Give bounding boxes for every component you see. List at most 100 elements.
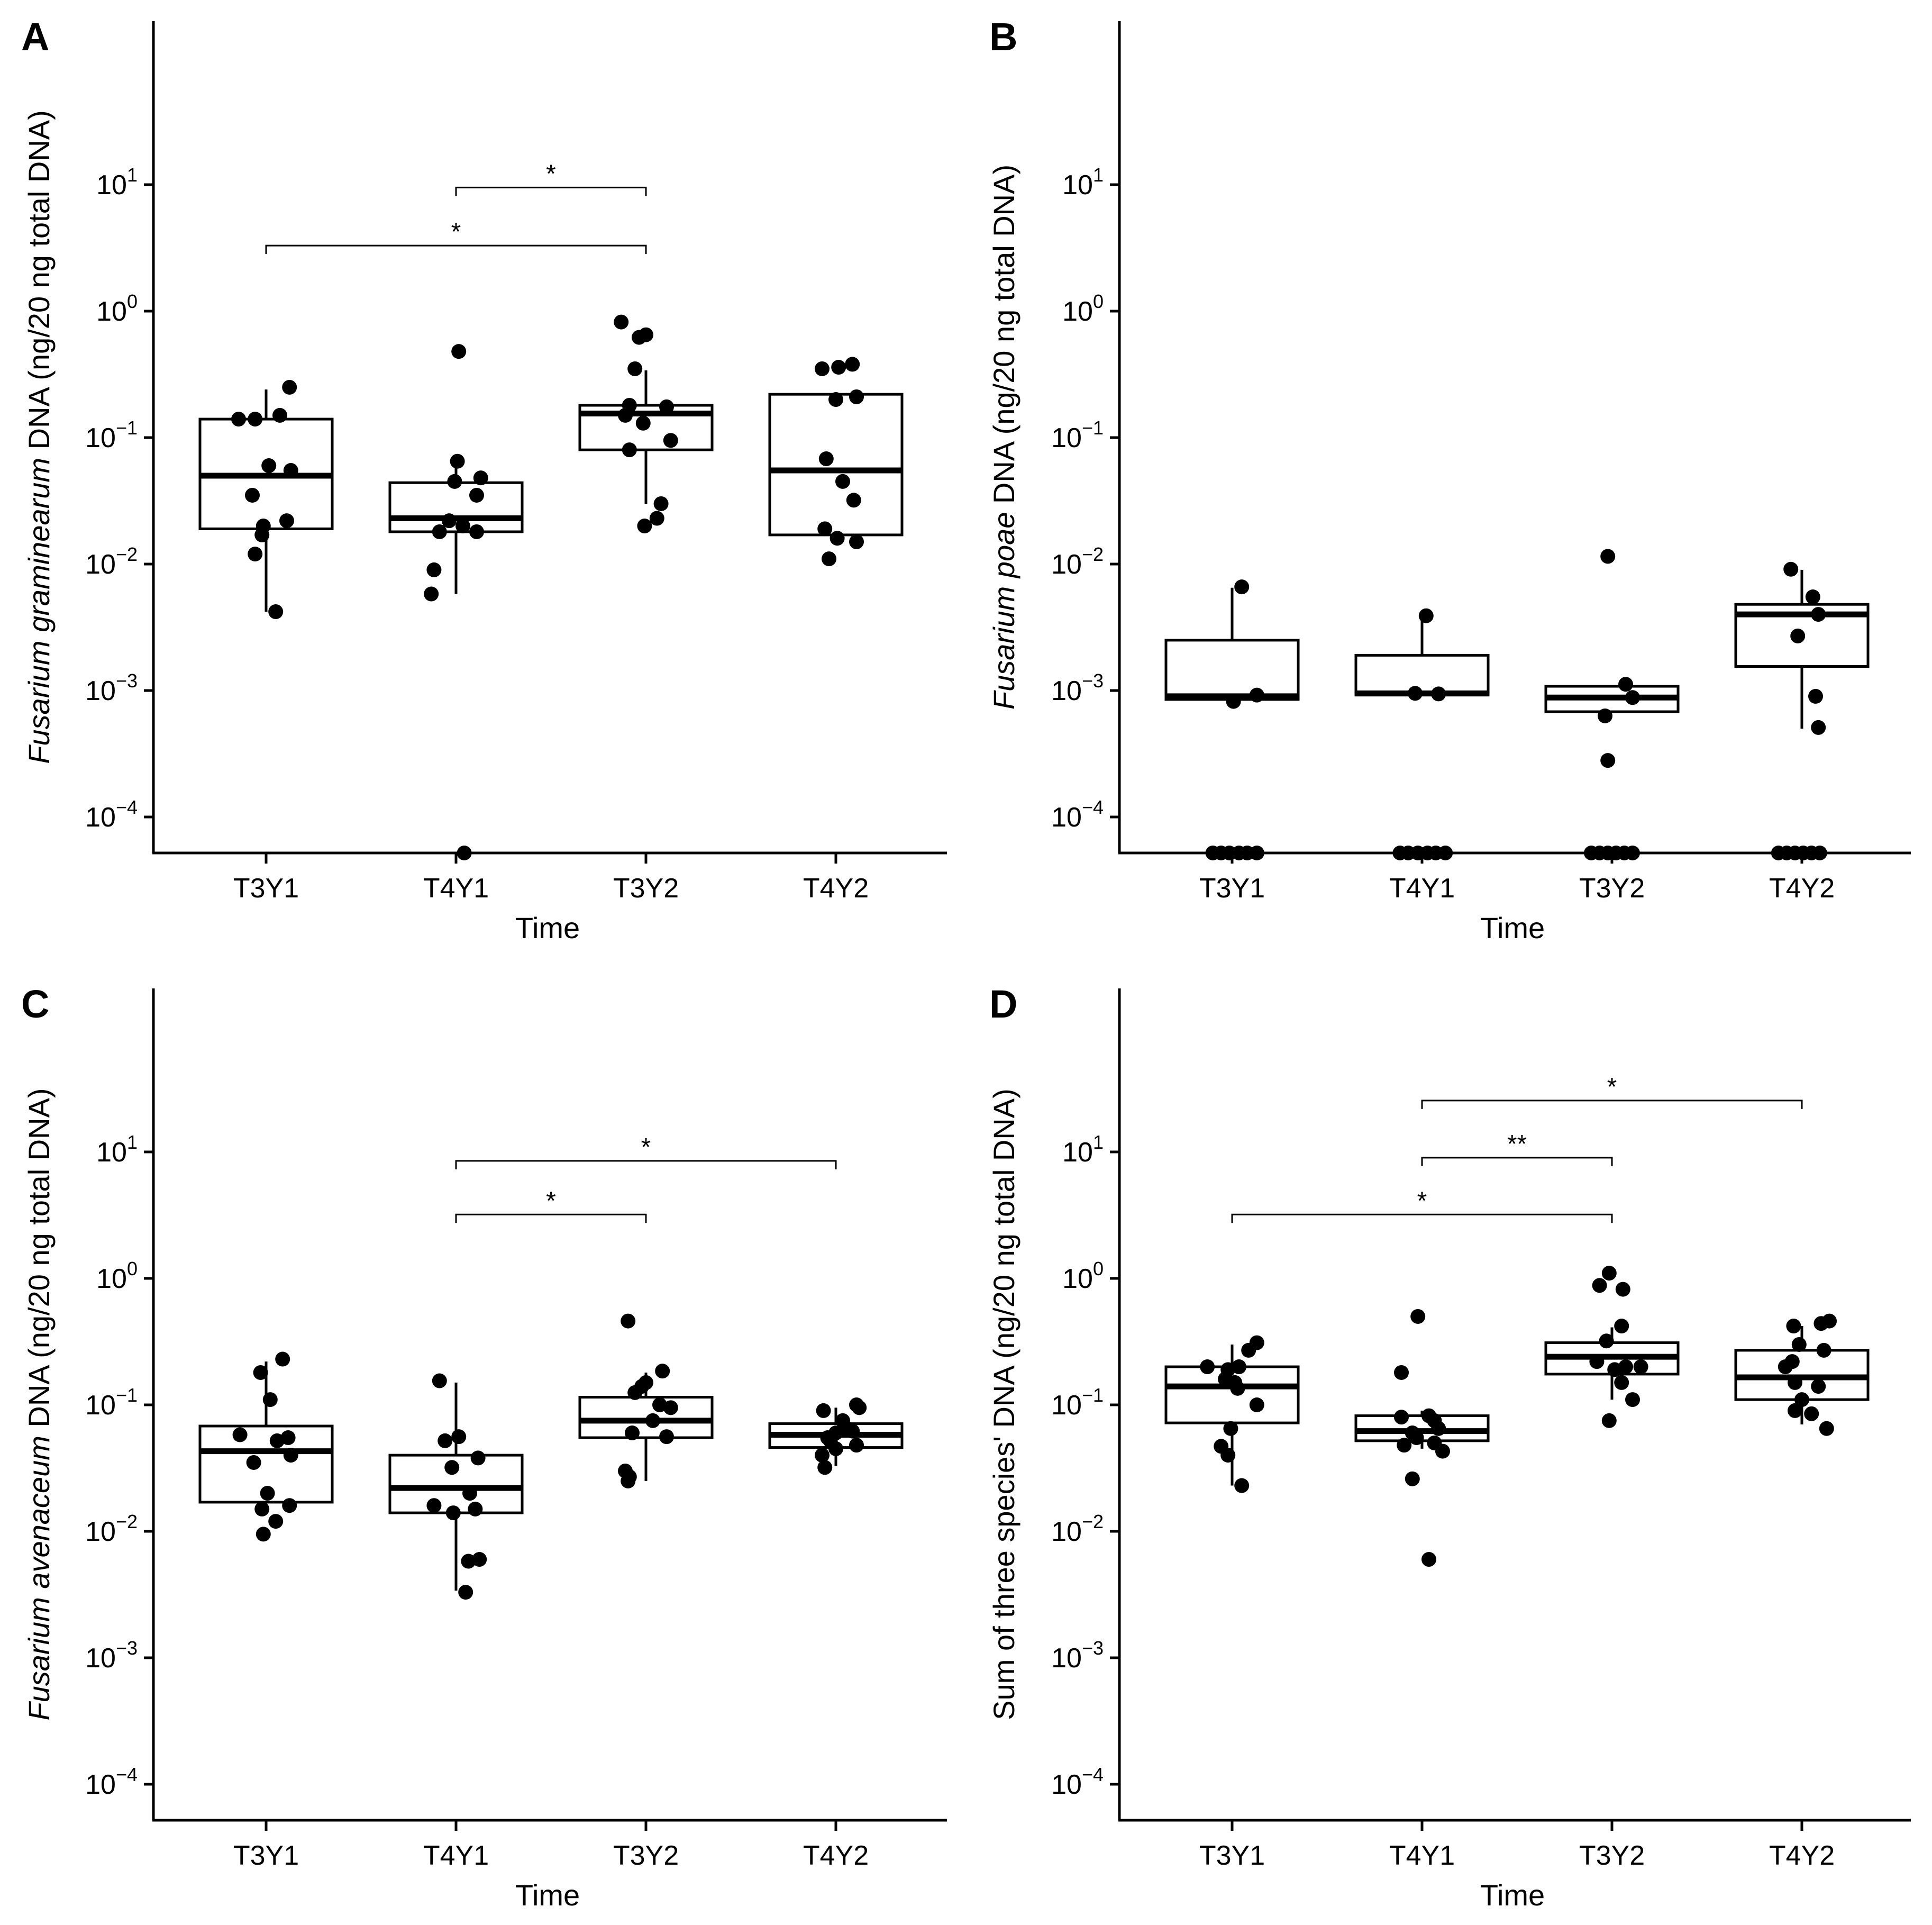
panel-a-point	[649, 511, 664, 526]
panel-d-point	[1804, 1406, 1819, 1421]
panel-a-point	[818, 451, 834, 467]
panel-d-point	[1791, 1337, 1807, 1352]
panel-c-point	[269, 1433, 285, 1448]
panel-d-y-tick-label: 100	[1062, 1258, 1104, 1294]
panel-b-point	[1790, 628, 1806, 643]
panel-a-point	[473, 470, 488, 486]
panel-c-point	[268, 1514, 284, 1529]
panel-d-x-tick-label-t4y2: T4Y2	[1769, 1840, 1835, 1871]
panel-d-point	[1786, 1319, 1801, 1334]
panel-b-point	[1618, 677, 1633, 692]
panel-c-point	[444, 1460, 460, 1475]
panel-d-point	[1813, 1316, 1829, 1331]
panel-d-significance-label: *	[1417, 1187, 1427, 1215]
panel-b-box-t4y1	[1354, 653, 1490, 697]
panel-c-point	[462, 1486, 477, 1501]
panel-b-point	[1438, 846, 1453, 860]
panel-a-box-t3y2	[578, 404, 714, 451]
panel-d-y-axis-title: Sum of three species' DNA (ng/20 ng tota…	[987, 1088, 1020, 1720]
panel-a-point	[282, 379, 297, 395]
panel-c-letter: C	[21, 982, 49, 1026]
panel-d-point	[1431, 1421, 1446, 1436]
panel-d-point	[1816, 1342, 1831, 1358]
panel-a-point	[455, 519, 470, 534]
panel-a-significance-bracket	[265, 244, 647, 255]
panel-a-point	[828, 392, 843, 407]
panel-b-y-tick-label: 10−2	[1051, 543, 1104, 580]
panel-b-point	[1234, 579, 1250, 595]
panel-a-point	[639, 327, 653, 342]
panel-a-point	[663, 433, 678, 448]
panel-a-point	[261, 458, 277, 474]
panel-b-point	[1811, 607, 1826, 622]
panel-c-point	[828, 1441, 843, 1456]
panel-a-x-tick-label-t4y2: T4Y2	[803, 873, 869, 904]
panel-c-point	[256, 1527, 271, 1542]
panel-d-point	[1614, 1319, 1629, 1334]
panel-b-point	[1805, 589, 1820, 605]
panel-b-y-tick-label: 10−4	[1051, 796, 1104, 833]
panel-c-point	[849, 1438, 864, 1453]
panel-a-point	[245, 487, 260, 503]
panel-a-point	[815, 361, 830, 376]
panel-d-point	[1435, 1443, 1450, 1459]
panel-d-significance-bracket	[1421, 1157, 1613, 1166]
panel-a-letter: A	[21, 15, 49, 59]
panel-d-x-tick-label-t3y2: T3Y2	[1579, 1840, 1645, 1871]
panel-c-point	[621, 1473, 636, 1488]
panel-d-x-axis-title: Time	[1480, 1878, 1545, 1912]
panel-b-y-tick-label: 100	[1062, 290, 1104, 327]
panel-a-point	[830, 531, 845, 546]
panel-c-x-tick-label-t3y2: T3Y2	[613, 1840, 679, 1871]
panel-a-point	[451, 344, 467, 359]
panel-b-box-t3y1	[1164, 639, 1300, 701]
panel-a-point	[614, 314, 629, 330]
panel-a-point	[424, 586, 439, 602]
panel-a-significance-bracket	[455, 186, 647, 196]
panel-d-point	[1405, 1471, 1420, 1486]
panel-a-point	[283, 463, 298, 478]
panel-c-point	[627, 1385, 643, 1400]
panel-c-point	[438, 1433, 453, 1448]
panel-c-point	[451, 1429, 467, 1445]
panel-c-x-tick-label-t3y1: T3Y1	[233, 1840, 299, 1871]
panel-b-point	[1226, 694, 1241, 709]
panel-a-point	[635, 415, 651, 431]
panel-d-y-tick-label: 10−2	[1051, 1511, 1104, 1547]
panel-d-point	[1794, 1392, 1809, 1408]
panel-c-point	[468, 1501, 483, 1517]
panel-a-point	[457, 846, 472, 860]
panel-a-y-tick-label: 100	[96, 290, 138, 327]
panel-b-y-axis-title: Fusarium poae DNA (ng/20 ng total DNA)	[987, 165, 1020, 710]
panel-c-point	[621, 1313, 636, 1329]
panel-a-y-tick-label: 10−3	[85, 670, 138, 706]
panel-d-y-tick-label: 101	[1062, 1131, 1104, 1168]
panel-d-point	[1249, 1397, 1264, 1412]
panel-a-point	[822, 551, 836, 567]
panel-b-y-tick-label: 10−1	[1051, 417, 1104, 453]
panel-d-point	[1601, 1413, 1617, 1428]
panel-a-box-t4y2	[768, 393, 904, 537]
panel-c-point	[817, 1460, 833, 1475]
panel-d-point	[1589, 1354, 1605, 1369]
panel-d-point	[1615, 1282, 1630, 1297]
panel-d-point	[1232, 1359, 1246, 1375]
panel-d-letter: D	[989, 982, 1017, 1026]
panel-c-significance-bracket	[455, 1160, 837, 1169]
panel-c-y-tick-label: 10−2	[85, 1511, 138, 1547]
panel-c-significance-label: *	[641, 1133, 651, 1161]
panel-c-y-axis-title: Fusarium avenaceum DNA (ng/20 ng total D…	[22, 1088, 56, 1720]
panel-c-y-tick-label: 10−4	[85, 1764, 138, 1800]
panel-c-y-tick-label: 101	[96, 1131, 138, 1168]
panel-b-point	[1598, 708, 1612, 723]
panel-a-significance-label: *	[451, 218, 461, 246]
panel-a-point	[849, 534, 864, 549]
panel-b-point	[1600, 549, 1616, 564]
panel-a-point	[279, 513, 294, 529]
panel-a-y-tick-label: 101	[96, 164, 138, 201]
panel-d-point	[1421, 1552, 1436, 1567]
panel-b-point	[1408, 686, 1423, 701]
panel-c-point	[253, 1365, 268, 1380]
panel-c-point	[470, 1450, 486, 1466]
panel-a-point	[248, 412, 263, 427]
